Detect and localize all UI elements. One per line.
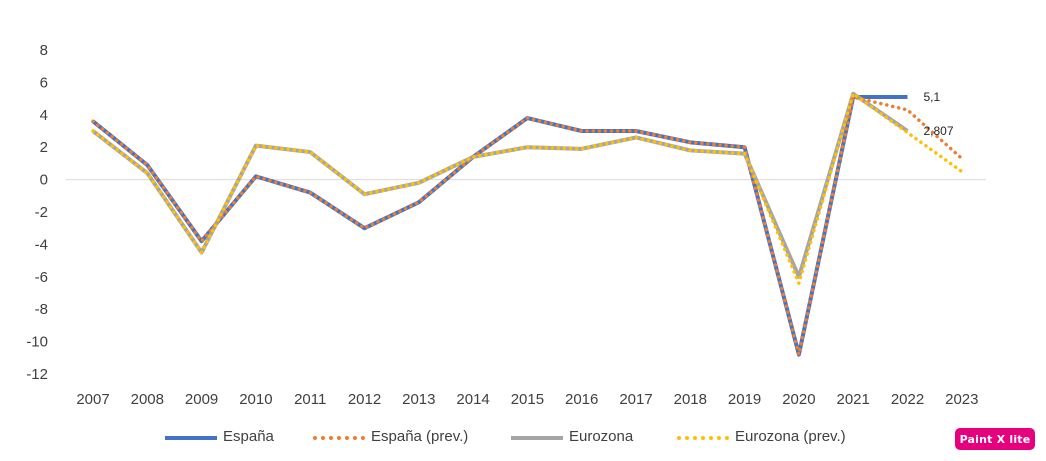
- legend-swatch: [313, 435, 365, 440]
- legend-item: Eurozona (prev.): [677, 428, 846, 445]
- legend-label: España: [223, 428, 274, 445]
- series-lines: [91, 91, 964, 357]
- y-tick-label: -10: [26, 334, 48, 351]
- data-labels: 5,1 2,807: [924, 90, 954, 138]
- legend-swatch: [677, 435, 729, 440]
- legend-item: España: [165, 428, 274, 445]
- x-tick-label: 2012: [348, 391, 381, 408]
- y-axis-labels: 8 6 4 2 0 -2 -4 -6 -8 -10 -12: [26, 42, 48, 383]
- x-tick-label: 2011: [294, 391, 326, 408]
- x-tick-label: 2010: [239, 391, 272, 408]
- x-tick-label: 2015: [511, 391, 544, 408]
- x-tick-label: 2013: [402, 391, 435, 408]
- legend-label: Eurozona (prev.): [735, 428, 846, 445]
- y-tick-label: -8: [35, 301, 48, 318]
- y-tick-label: -12: [26, 366, 48, 383]
- y-tick-label: -4: [35, 236, 48, 253]
- legend-item: España (prev.): [313, 428, 468, 445]
- chart-canvas: 8 6 4 2 0 -2 -4 -6 -8 -10 -12 2007 2008 2009 2010 2011…: [26, 42, 986, 408]
- x-tick-label: 2021: [837, 391, 870, 408]
- y-tick-label: 2: [40, 139, 48, 156]
- x-axis-labels: 2007 2008 2009 2010 2011 2012 2013 2014 2015 2016…: [76, 391, 978, 408]
- legend-label: Eurozona: [569, 428, 634, 445]
- y-tick-label: -6: [35, 269, 48, 286]
- data-label: 5,1: [924, 90, 941, 104]
- y-tick-label: 0: [40, 172, 48, 189]
- x-tick-label: 2023: [945, 391, 978, 408]
- series-line-eurozona-prev: [91, 91, 964, 286]
- chart-legend: España España (prev.) Eurozona Eurozona (pr…: [0, 422, 1046, 456]
- x-tick-label: 2016: [565, 391, 598, 408]
- x-tick-label: 2007: [76, 391, 109, 408]
- x-tick-label: 2017: [619, 391, 652, 408]
- x-tick-label: 2014: [456, 391, 489, 408]
- y-tick-label: 4: [40, 107, 48, 124]
- x-tick-label: 2008: [131, 391, 164, 408]
- series-line-españa-prev: [91, 95, 964, 357]
- y-tick-label: 6: [40, 74, 48, 91]
- x-tick-label: 2018: [674, 391, 707, 408]
- legend-item: Eurozona: [511, 428, 633, 445]
- x-tick-label: 2020: [782, 391, 815, 408]
- x-tick-label: 2022: [891, 391, 924, 408]
- x-tick-label: 2009: [185, 391, 218, 408]
- legend-label: España (prev.): [371, 428, 469, 445]
- y-tick-label: 8: [40, 42, 48, 59]
- series-line-españa: [91, 94, 908, 357]
- y-tick-label: -2: [35, 204, 48, 221]
- legend-swatch: [511, 435, 563, 440]
- paint-x-lite-badge: Paint X lite: [955, 428, 1035, 450]
- data-label: 2,807: [924, 124, 954, 138]
- legend-swatch: [165, 435, 217, 440]
- x-tick-label: 2019: [728, 391, 761, 408]
